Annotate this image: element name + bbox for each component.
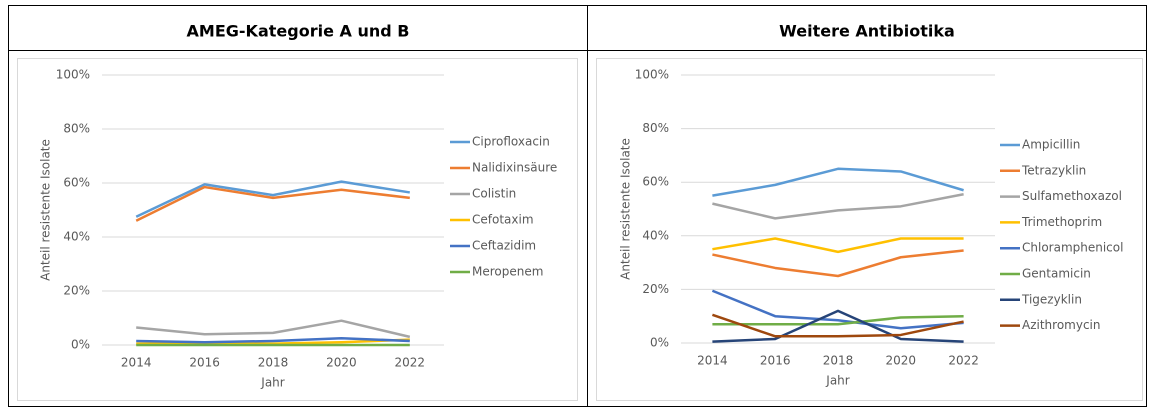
legend-label: Cefotaxim <box>472 213 534 227</box>
y-tick-label: 0% <box>650 336 669 350</box>
legend-label: Tigezyklin <box>1021 292 1082 306</box>
legend-label: Ceftazidim <box>472 239 536 253</box>
y-tick-label: 40% <box>642 228 669 242</box>
legend-label: Tetrazyklin <box>1021 163 1086 177</box>
legend-label: Meropenem <box>472 265 543 279</box>
series-line <box>712 249 964 278</box>
y-tick-label: 40% <box>63 230 90 244</box>
legend-label: Colistin <box>472 187 516 201</box>
y-axis-title: Anteil resistente Isolate <box>619 138 633 280</box>
legend-label: Chloramphenicol <box>1022 241 1123 255</box>
legend-label: Azithromycin <box>1022 318 1101 332</box>
x-tick-label: 2014 <box>697 354 728 368</box>
chart-frame <box>17 58 578 401</box>
series-line <box>711 313 964 338</box>
series-line <box>712 167 964 197</box>
y-tick-label: 100% <box>635 68 669 82</box>
y-tick-label: 60% <box>642 175 669 189</box>
legend-label: Nalidixinsäure <box>472 161 557 175</box>
series-line <box>712 314 964 326</box>
y-tick-label: 60% <box>63 176 90 190</box>
table-border <box>8 5 1147 407</box>
series-line <box>711 289 964 330</box>
series-line <box>712 237 964 254</box>
series-line <box>135 180 410 218</box>
series-line <box>136 319 411 339</box>
series-line <box>712 193 964 220</box>
legend-label: Ciprofloxacin <box>472 135 550 149</box>
y-tick-label: 80% <box>642 121 669 135</box>
y-tick-label: 20% <box>642 282 669 296</box>
x-axis-title: Jahr <box>260 376 284 390</box>
y-tick-label: 0% <box>71 338 90 352</box>
legend-label: Trimethoprim <box>1021 215 1102 229</box>
series-line <box>136 337 410 344</box>
x-tick-label: 2022 <box>395 356 426 370</box>
legend-label: Ampicillin <box>1022 138 1080 152</box>
y-tick-label: 20% <box>63 284 90 298</box>
x-tick-label: 2022 <box>948 354 979 368</box>
y-axis-title: Anteil resistente Isolate <box>39 139 53 281</box>
x-tick-label: 2020 <box>886 354 917 368</box>
y-tick-label: 80% <box>63 122 90 136</box>
x-tick-label: 2018 <box>258 356 289 370</box>
series-line <box>712 309 964 343</box>
x-tick-label: 2016 <box>760 354 791 368</box>
series-line <box>136 338 410 345</box>
x-tick-label: 2020 <box>326 356 357 370</box>
series-line <box>135 185 410 222</box>
legend-label: Gentamicin <box>1022 267 1091 281</box>
column-header: Weitere Antibiotika <box>779 22 955 41</box>
x-tick-label: 2014 <box>121 356 152 370</box>
legend-label: Sulfamethoxazol <box>1022 189 1122 203</box>
x-tick-label: 2016 <box>189 356 220 370</box>
x-tick-label: 2018 <box>823 354 854 368</box>
y-tick-label: 100% <box>56 68 90 82</box>
x-axis-title: Jahr <box>825 374 849 388</box>
column-header: AMEG-Kategorie A und B <box>187 22 410 41</box>
chart-frame <box>596 58 1143 401</box>
